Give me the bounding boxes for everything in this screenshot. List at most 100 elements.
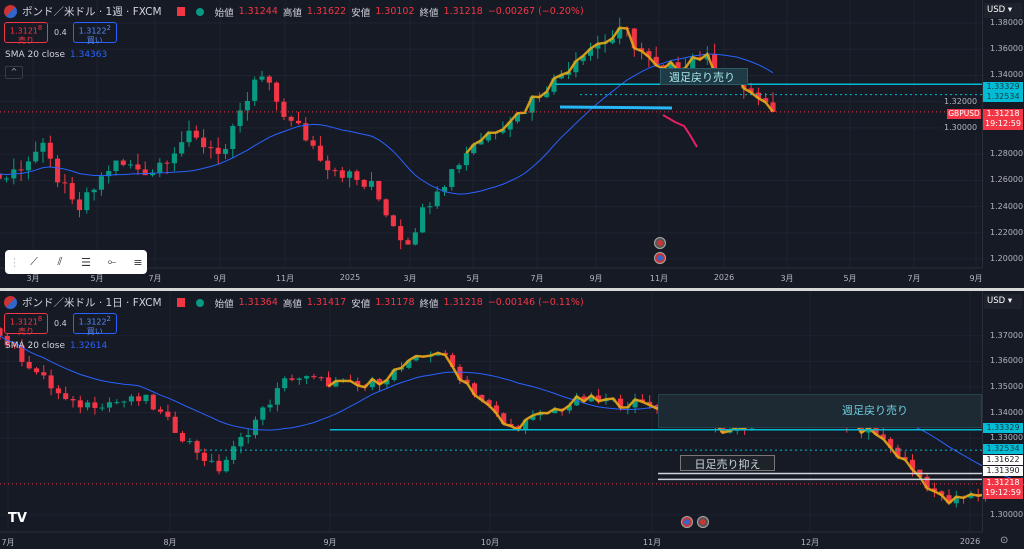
candle	[274, 388, 280, 405]
daily-chart-pane[interactable]: ポンド／米ドル · 1日 · FXCM 始値 1.31364 高値 1.31417 …	[0, 291, 1024, 549]
symbol-tag: GBPUSD	[947, 109, 981, 119]
parallel-channel-icon[interactable]: ⫽	[57, 255, 63, 268]
candle	[493, 405, 499, 414]
low-value: 1.31178	[375, 297, 415, 308]
candle	[880, 434, 886, 440]
buy-label: 買い	[86, 35, 103, 45]
candle	[354, 171, 360, 180]
candle	[260, 407, 266, 420]
candle	[514, 113, 521, 122]
candle	[143, 394, 149, 402]
candle	[179, 142, 185, 154]
high-value: 1.31622	[306, 6, 347, 17]
weekly-sell-annotation[interactable]: 週足戻り売り	[660, 68, 748, 85]
candle	[114, 402, 120, 404]
candle	[530, 415, 536, 420]
low-label: 安値	[351, 7, 371, 19]
currency-selector[interactable]: USD ▾	[984, 294, 1022, 309]
candle	[106, 402, 113, 408]
symbol-title[interactable]: ポンド／米ドル · 1週 · FXCM	[22, 6, 162, 18]
event-icon[interactable]	[697, 516, 709, 528]
y-tick-label: 1.35000	[990, 382, 1024, 391]
x-tick-label: 11月	[649, 274, 669, 283]
candle	[63, 393, 69, 400]
wave-annotation	[465, 26, 774, 154]
collapse-legend-button[interactable]: ^	[5, 66, 23, 79]
candle	[76, 199, 83, 211]
symbol-title[interactable]: ポンド／米ドル · 1日 · FXCM	[22, 297, 162, 309]
candle	[171, 153, 177, 164]
candle	[377, 379, 383, 385]
x-tick-label: 8月	[163, 538, 177, 547]
candle	[215, 147, 221, 154]
gbpusd-logo-icon	[4, 5, 17, 18]
sell-button[interactable]: 1.31218 売り	[4, 22, 48, 45]
horizontal-ray-icon[interactable]: ⟜	[107, 255, 117, 268]
trend-line-icon[interactable]: ⟋	[30, 255, 38, 268]
candle	[405, 240, 411, 245]
close-value: 1.31218	[443, 297, 483, 308]
spread: 0.4	[54, 28, 67, 37]
candle	[201, 137, 207, 148]
y-tick-label: 1.24000	[990, 201, 1024, 211]
flag-icon[interactable]	[176, 298, 185, 307]
candle	[734, 426, 740, 431]
candle	[187, 441, 193, 443]
tradingview-logo[interactable]: TV	[8, 511, 27, 526]
price-axis[interactable]	[982, 0, 1024, 268]
event-icon[interactable]	[654, 237, 666, 249]
candle	[361, 179, 367, 187]
x-tick-label: 9月	[213, 274, 227, 283]
candle	[486, 400, 492, 406]
candle	[456, 165, 462, 170]
weekly-chart-canvas[interactable]	[0, 0, 1024, 288]
us-event-icon[interactable]	[654, 252, 666, 264]
sell-button[interactable]: 1.31218 売り	[4, 313, 48, 336]
us-event-icon[interactable]	[681, 516, 693, 528]
sma-line	[0, 53, 774, 195]
flag-icon[interactable]	[176, 7, 185, 16]
price-tag: 1.31218 19:12:59	[983, 478, 1023, 499]
candle	[639, 48, 645, 52]
fib-retracement-icon[interactable]: ☰	[81, 255, 91, 269]
pane-separator[interactable]	[0, 288, 1024, 291]
daily-sell-annotation[interactable]: 日足売り抑え	[680, 455, 775, 471]
candle	[501, 413, 507, 424]
spread: 0.4	[54, 319, 67, 328]
buy-price-sup: 2	[106, 315, 111, 323]
candle	[311, 376, 317, 378]
candle	[333, 380, 339, 387]
candle	[41, 372, 47, 376]
candle	[69, 183, 75, 200]
y-tick-label: 1.30000	[942, 122, 980, 133]
candle	[617, 27, 623, 39]
price-axis[interactable]	[982, 291, 1024, 532]
candle	[617, 398, 624, 408]
daily-chart-canvas[interactable]	[0, 291, 1024, 549]
x-tick-label: 9月	[969, 274, 983, 283]
candle	[398, 226, 404, 241]
candle	[128, 396, 134, 402]
drag-handle-icon[interactable]: ⋮	[9, 255, 20, 269]
x-tick-label: 3月	[780, 274, 794, 283]
currency-selector[interactable]: USD ▾	[984, 3, 1022, 18]
buy-button[interactable]: 1.31222 買い	[72, 313, 117, 336]
y-tick-label: 1.37000	[990, 330, 1024, 340]
candle	[194, 441, 200, 453]
close-label: 終値	[419, 7, 439, 19]
weekly-chart-pane[interactable]: ポンド／米ドル · 1週 · FXCM 始値 1.31244 高値 1.31622 …	[0, 0, 1024, 288]
settings-icon[interactable]: ⊙	[1000, 535, 1009, 546]
candle	[303, 123, 309, 141]
sell-price: 1.3121	[9, 317, 38, 327]
horizontal-lines-icon[interactable]: ≡	[133, 255, 143, 269]
candle	[222, 148, 229, 154]
buy-button[interactable]: 1.31222 買い	[72, 22, 117, 45]
sma-legend[interactable]: SMA 20 close 1.34363	[5, 50, 107, 60]
sma-legend[interactable]: SMA 20 close 1.32614	[5, 341, 107, 351]
x-tick-label: 2026	[713, 273, 735, 282]
candle	[580, 55, 586, 62]
legend-header: ポンド／米ドル · 1週 · FXCM 始値 1.31244 高値 1.31622 …	[4, 4, 584, 19]
y-tick-label: 1.33000	[990, 433, 1024, 443]
weekly-sell-zone[interactable]: 週足戻り売り	[658, 394, 982, 428]
x-tick-label: 2026	[959, 537, 981, 546]
